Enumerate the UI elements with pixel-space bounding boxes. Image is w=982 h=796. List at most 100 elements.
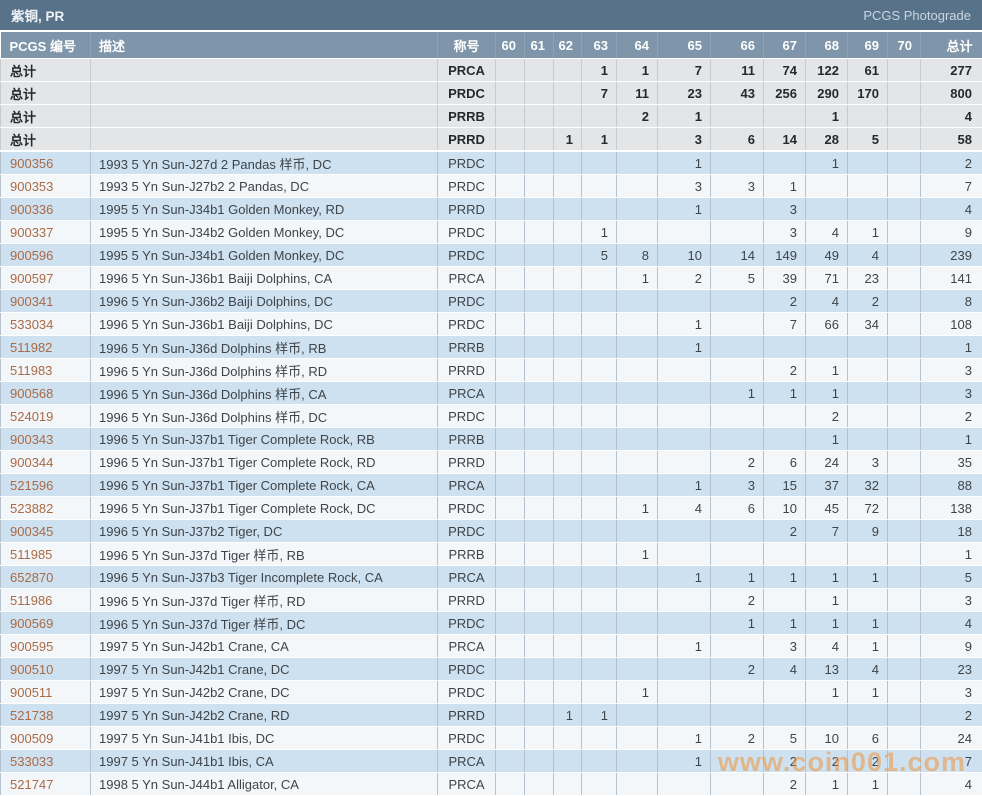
grade-70-cell	[888, 681, 921, 704]
pcgs-number-link[interactable]: 900568	[10, 386, 53, 401]
pcgs-number-link[interactable]: 900569	[10, 616, 53, 631]
grade-66-cell	[711, 313, 764, 336]
grade-61-cell	[525, 290, 554, 313]
pcgs-number-link[interactable]: 533033	[10, 754, 53, 769]
total-cell: 88	[921, 474, 982, 497]
grade-70-cell	[888, 198, 921, 221]
grade-66-cell: 6	[711, 497, 764, 520]
grade-69-cell: 170	[848, 82, 888, 105]
grade-64-cell	[617, 359, 658, 382]
grade-61-cell	[525, 359, 554, 382]
pcgs-number-link[interactable]: 900345	[10, 524, 53, 539]
pcgs-number-link[interactable]: 511983	[10, 363, 52, 378]
grade-70-cell	[888, 382, 921, 405]
pcgs-number-link[interactable]: 900343	[10, 432, 53, 447]
pcgs-number-link[interactable]: 900344	[10, 455, 53, 470]
pcgs-number-link[interactable]: 900356	[10, 156, 53, 171]
pcgs-number-link[interactable]: 511986	[10, 593, 52, 608]
grade-66-cell	[711, 635, 764, 658]
grade-60-cell	[496, 151, 525, 175]
grade-69-cell: 9	[848, 520, 888, 543]
grade-66-cell: 1	[711, 382, 764, 405]
pcgs-number-link[interactable]: 900597	[10, 271, 53, 286]
grade-66-cell	[711, 543, 764, 566]
grade-61-cell	[525, 704, 554, 727]
grade-65-cell: 1	[658, 198, 711, 221]
pcgs-number-link[interactable]: 900353	[10, 179, 53, 194]
pcgs-number-link[interactable]: 521738	[10, 708, 53, 723]
total-cell: 239	[921, 244, 982, 267]
designation-cell: PRCA	[438, 566, 496, 589]
grade-67-cell	[764, 704, 806, 727]
pcgs-number-link[interactable]: 900341	[10, 294, 53, 309]
pcgs-number-link[interactable]: 900595	[10, 639, 53, 654]
grade-66-cell	[711, 428, 764, 451]
pcgs-number-link[interactable]: 533034	[10, 317, 53, 332]
pcgs-number-cell: 533034	[1, 313, 91, 336]
designation-cell: PRCA	[438, 382, 496, 405]
grade-60-cell	[496, 612, 525, 635]
grade-64-cell	[617, 704, 658, 727]
grade-62-cell	[554, 497, 582, 520]
pcgs-number-cell: 900510	[1, 658, 91, 681]
grade-68-cell	[806, 704, 848, 727]
pcgs-number-link[interactable]: 511985	[10, 547, 52, 562]
pcgs-number-link[interactable]: 900336	[10, 202, 53, 217]
grade-67-cell: 149	[764, 244, 806, 267]
grade-67-cell	[764, 681, 806, 704]
pcgs-number-link[interactable]: 900509	[10, 731, 53, 746]
pcgs-number-link[interactable]: 900596	[10, 248, 53, 263]
grade-64-cell	[617, 612, 658, 635]
description-cell: 1996 5 Yn Sun-J36d Dolphins 样币, RD	[91, 359, 438, 382]
pcgs-number-cell: 521747	[1, 773, 91, 796]
grade-68-cell: 71	[806, 267, 848, 290]
pcgs-number-link[interactable]: 900511	[10, 685, 52, 700]
grade-69-cell	[848, 105, 888, 128]
pcgs-number-cell: 900596	[1, 244, 91, 267]
pcgs-number-link[interactable]: 523882	[10, 501, 53, 516]
designation-cell: PRCA	[438, 267, 496, 290]
pcgs-number-link[interactable]: 521747	[10, 777, 53, 792]
grade-70-cell	[888, 543, 921, 566]
pcgs-number-link[interactable]: 521596	[10, 478, 53, 493]
grade-64-cell: 11	[617, 82, 658, 105]
grade-65-cell: 4	[658, 497, 711, 520]
pcgs-number-link[interactable]: 652870	[10, 570, 53, 585]
pcgs-number-link[interactable]: 511982	[10, 340, 52, 355]
grade-66-cell: 14	[711, 244, 764, 267]
grade-62-cell	[554, 520, 582, 543]
grade-60-cell	[496, 566, 525, 589]
pcgs-number-link[interactable]: 900510	[10, 662, 53, 677]
pcgs-number-cell: 511986	[1, 589, 91, 612]
grade-69-cell: 4	[848, 658, 888, 681]
grade-68-cell: 4	[806, 221, 848, 244]
grade-68-cell: 28	[806, 128, 848, 152]
description-cell	[91, 59, 438, 82]
grade-63-cell	[582, 428, 617, 451]
grade-69-cell	[848, 359, 888, 382]
pcgs-number-link[interactable]: 524019	[10, 409, 53, 424]
grade-63-cell	[582, 151, 617, 175]
total-cell: 3	[921, 681, 982, 704]
grade-69-cell	[848, 543, 888, 566]
column-header-g61: 61	[525, 32, 554, 59]
grade-60-cell	[496, 313, 525, 336]
grade-69-cell: 34	[848, 313, 888, 336]
grade-60-cell	[496, 681, 525, 704]
description-cell: 1995 5 Yn Sun-J34b1 Golden Monkey, DC	[91, 244, 438, 267]
photograde-link[interactable]: PCGS Photograde	[863, 8, 971, 23]
grade-69-cell	[848, 382, 888, 405]
grade-69-cell	[848, 405, 888, 428]
grade-67-cell: 2	[764, 773, 806, 796]
pcgs-number-link[interactable]: 900337	[10, 225, 53, 240]
grade-65-cell	[658, 612, 711, 635]
